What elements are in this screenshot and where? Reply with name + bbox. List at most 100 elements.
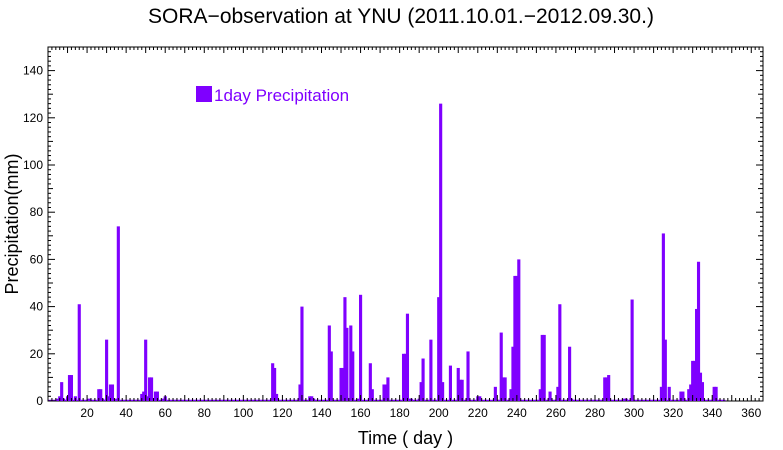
bar-day-51 <box>146 396 150 401</box>
bar-day-301 <box>634 399 638 401</box>
bar-day-43 <box>130 399 134 401</box>
bar-day-277 <box>587 399 591 401</box>
bar-day-200 <box>437 297 441 401</box>
bar-day-165 <box>368 363 372 401</box>
x-tick-label-100: 100 <box>233 406 253 420</box>
bar-day-37 <box>118 399 122 401</box>
bar-day-255 <box>544 399 548 401</box>
y-tick-label-60: 60 <box>30 252 44 266</box>
bar-day-87 <box>216 399 220 401</box>
bar-day-1 <box>48 399 52 401</box>
bar-day-184 <box>405 313 410 401</box>
bar-day-161 <box>360 399 365 401</box>
bar-day-7 <box>60 382 64 401</box>
y-axis-label: Precipitation(mm) <box>2 153 22 294</box>
bar-day-155 <box>349 325 353 401</box>
bar-day-287 <box>607 375 611 401</box>
bar-day-199 <box>435 399 439 401</box>
x-tick-label-200: 200 <box>429 406 449 420</box>
bar-day-32 <box>108 384 113 401</box>
bar-day-107 <box>255 399 259 401</box>
bar-day-232 <box>499 332 503 401</box>
bar-day-179 <box>396 399 400 401</box>
bar-day-332 <box>695 308 699 401</box>
bar-day-143 <box>325 399 329 401</box>
bar-day-185 <box>407 398 411 401</box>
bar-day-145 <box>329 351 333 401</box>
bar-day-99 <box>239 399 243 401</box>
bar-day-105 <box>251 399 255 401</box>
bar-day-317 <box>665 399 669 401</box>
bar-day-36 <box>116 226 120 401</box>
bar-day-57 <box>157 399 161 401</box>
y-tick-label-120: 120 <box>23 111 43 125</box>
bar-day-182 <box>401 353 406 401</box>
bar-day-321 <box>673 399 677 401</box>
bar-day-293 <box>618 399 622 401</box>
x-tick-label-60: 60 <box>159 406 173 420</box>
bar-day-269 <box>571 399 576 401</box>
bar-day-324 <box>679 391 683 401</box>
bar-day-234 <box>503 377 507 401</box>
bar-day-212 <box>460 379 464 401</box>
bar-day-83 <box>208 399 212 401</box>
bar-day-71 <box>185 399 189 401</box>
bar-day-113 <box>267 399 271 401</box>
bar-day-211 <box>458 379 462 401</box>
bar-day-61 <box>165 399 169 401</box>
bar-day-229 <box>493 386 497 401</box>
bar-day-115 <box>271 363 275 401</box>
bar-day-189 <box>415 399 419 401</box>
bar-day-101 <box>243 399 247 401</box>
bar-day-209 <box>454 399 458 401</box>
bar-day-327 <box>685 399 689 401</box>
bar-day-291 <box>614 399 619 401</box>
y-axis-ticks: 0 20 40 60 80 100 120 140 <box>23 46 763 408</box>
bar-day-330 <box>691 360 695 401</box>
bar-day-11 <box>67 375 72 401</box>
bar-day-130 <box>300 306 304 401</box>
bar-day-19 <box>83 399 87 401</box>
bar-day-257 <box>548 391 552 401</box>
bar-day-97 <box>235 399 240 401</box>
x-tick-label-300: 300 <box>624 406 644 420</box>
plot-area-frame <box>47 46 764 402</box>
bar-day-265 <box>564 399 568 401</box>
bar-day-303 <box>638 399 642 401</box>
bar-day-249 <box>532 399 536 401</box>
bar-day-12 <box>69 375 74 401</box>
bar-day-13 <box>71 399 75 401</box>
chart-title: SORA−observation at YNU (2011.10.01.−201… <box>148 5 654 28</box>
bar-day-147 <box>333 399 337 401</box>
bar-day-116 <box>273 367 277 401</box>
bar-day-85 <box>212 399 216 401</box>
bar-day-285 <box>603 377 607 401</box>
bar-day-219 <box>474 399 478 401</box>
y-tick-label-40: 40 <box>30 300 44 314</box>
x-tick-label-140: 140 <box>311 406 331 420</box>
bar-day-9 <box>64 399 68 401</box>
bar-day-313 <box>657 399 662 401</box>
y-tick-label-140: 140 <box>23 64 43 78</box>
bar-day-309 <box>650 399 654 401</box>
x-tick-label-180: 180 <box>390 406 410 420</box>
bar-day-3 <box>52 399 56 401</box>
bar-day-73 <box>189 399 193 401</box>
bar-day-337 <box>704 399 708 401</box>
bar-day-281 <box>595 399 599 401</box>
bar-day-305 <box>642 399 646 401</box>
x-tick-label-20: 20 <box>80 406 94 420</box>
bar-day-125 <box>290 399 294 401</box>
bar-day-245 <box>525 399 529 401</box>
bar-day-26 <box>97 389 101 401</box>
y-tick-label-100: 100 <box>23 158 43 172</box>
bar-day-157 <box>353 399 357 401</box>
bar-day-27 <box>99 389 103 401</box>
bar-day-45 <box>134 399 138 401</box>
bar-day-109 <box>259 399 263 401</box>
bar-day-119 <box>278 399 283 401</box>
bar-day-5 <box>56 398 60 401</box>
bar-day-95 <box>232 399 236 401</box>
bar-day-129 <box>298 384 302 401</box>
